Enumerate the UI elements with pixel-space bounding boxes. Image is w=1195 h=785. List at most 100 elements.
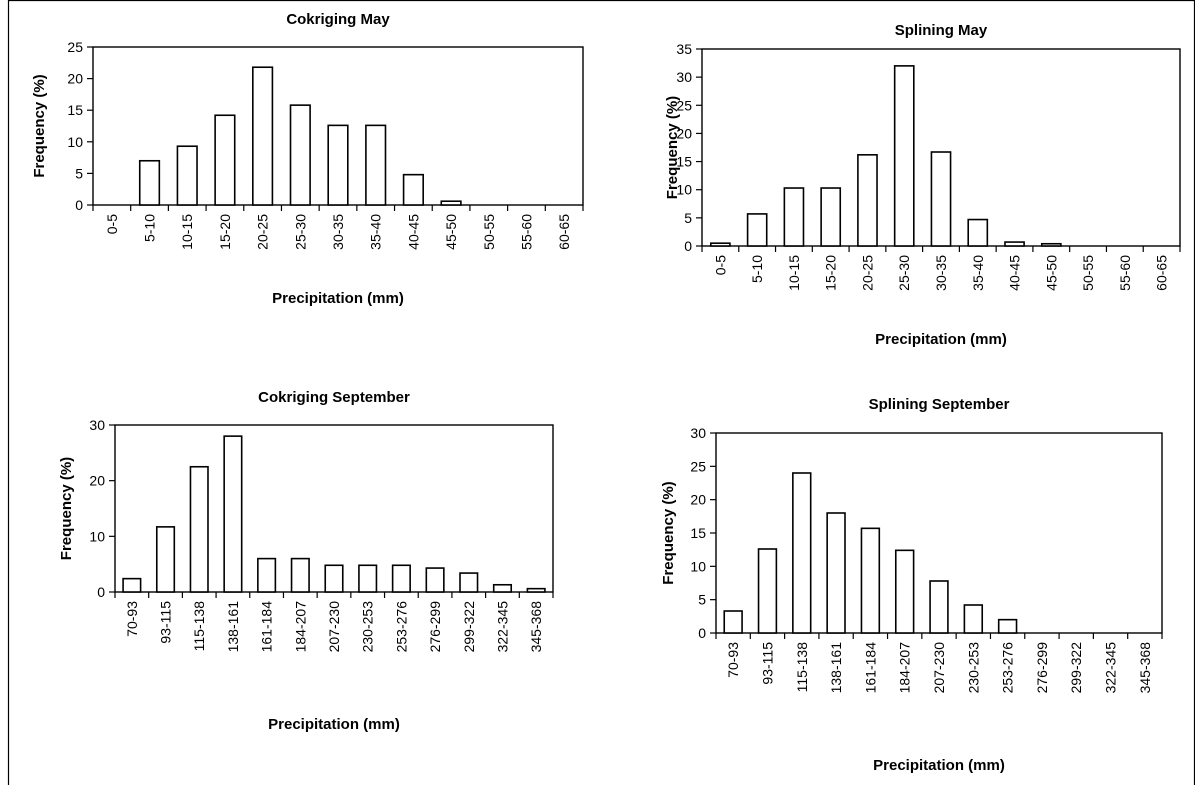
x-tick-label: 0-5 xyxy=(712,255,728,275)
y-tick-label: 25 xyxy=(690,458,706,474)
y-tick-label: 0 xyxy=(97,584,105,600)
y-tick-label: 20 xyxy=(690,492,706,508)
bar-184-207 xyxy=(290,557,310,593)
chart-title: Splining September xyxy=(869,396,1010,413)
x-tick-label: 70-93 xyxy=(725,642,741,678)
x-tick-label: 184-207 xyxy=(897,642,913,694)
bar-30-35 xyxy=(327,124,349,206)
x-tick-label: 55-60 xyxy=(1117,255,1133,291)
x-axis-label: Precipitation (mm) xyxy=(272,290,404,307)
x-tick-label: 20-25 xyxy=(859,255,875,291)
x-tick-label: 345-368 xyxy=(528,601,544,653)
y-tick-label: 0 xyxy=(75,197,83,213)
bar-0-5 xyxy=(710,242,731,247)
chart-splining-may: Splining May 0 5 10 15 20 25 30 35 0-5 5-10 10-15 15… xyxy=(664,22,1181,348)
x-tick-label: 345-368 xyxy=(1137,642,1153,694)
bar-70-93 xyxy=(723,610,743,634)
chart-splining-september: Splining September 0 5 10 15 20 25 30 70-93 93-11… xyxy=(660,396,1163,774)
bar-10-15 xyxy=(176,145,198,206)
x-tick-label: 35-40 xyxy=(970,255,986,291)
bar-138-161 xyxy=(826,512,846,634)
x-tick-label: 10-15 xyxy=(786,255,802,291)
x-tick-label: 138-161 xyxy=(225,601,241,653)
y-tick-label: 5 xyxy=(684,210,692,226)
y-tick-label: 35 xyxy=(676,41,692,57)
x-tick-label: 0-5 xyxy=(104,214,120,234)
x-tick-label: 93-115 xyxy=(158,601,174,644)
x-tick-label: 299-322 xyxy=(461,601,477,653)
bar-45-50 xyxy=(1040,242,1062,247)
bar-253-276 xyxy=(391,564,411,593)
x-tick-label: 184-207 xyxy=(292,601,308,653)
x-tick-label: 276-299 xyxy=(427,601,443,653)
bar-115-138 xyxy=(792,472,812,634)
y-tick-label: 15 xyxy=(676,154,692,170)
y-tick-label: 20 xyxy=(89,473,105,489)
bar-207-230 xyxy=(324,564,344,593)
bar-30-35 xyxy=(930,151,952,247)
x-tick-label: 30-35 xyxy=(933,255,949,291)
x-tick-label: 55-60 xyxy=(518,214,534,250)
x-axis-label: Precipitation (mm) xyxy=(875,331,1007,348)
bar-276-299 xyxy=(425,567,445,593)
bar-25-30 xyxy=(289,104,311,206)
bar-299-322 xyxy=(459,572,479,593)
y-axis-label: Frequency (%) xyxy=(660,481,677,584)
x-tick-label: 5-10 xyxy=(749,255,765,283)
chart-cokriging-september: Cokriging September 0 10 20 30 70-93 93-115 115… xyxy=(58,389,554,733)
x-tick-label: 253-276 xyxy=(393,601,409,653)
y-tick-label: 0 xyxy=(698,625,706,641)
bar-40-45 xyxy=(1004,241,1025,247)
bar-35-40 xyxy=(967,218,989,247)
x-tick-label: 299-322 xyxy=(1068,642,1084,694)
x-axis-label: Precipitation (mm) xyxy=(268,716,400,733)
x-tick-label: 35-40 xyxy=(368,214,384,250)
bar-345-368 xyxy=(526,587,546,593)
y-tick-label: 15 xyxy=(67,102,83,118)
y-tick-label: 5 xyxy=(698,592,706,608)
x-tick-label: 15-20 xyxy=(217,214,233,250)
x-tick-label: 161-184 xyxy=(259,601,275,653)
bar-25-30 xyxy=(893,65,915,247)
x-tick-label: 10-15 xyxy=(179,214,195,250)
bar-93-115 xyxy=(155,526,176,593)
bar-35-40 xyxy=(365,124,387,206)
x-tick-label: 25-30 xyxy=(896,255,912,291)
y-tick-label: 20 xyxy=(67,71,83,87)
chart-title: Cokriging September xyxy=(258,389,410,406)
x-tick-label: 138-161 xyxy=(828,642,844,694)
chart-title: Cokriging May xyxy=(286,11,390,28)
bar-20-25 xyxy=(857,154,878,247)
y-tick-label: 30 xyxy=(89,417,105,433)
bar-184-207 xyxy=(894,549,915,634)
y-tick-label: 10 xyxy=(690,558,706,574)
bar-15-20 xyxy=(214,114,236,206)
bar-45-50 xyxy=(440,200,462,206)
bar-40-45 xyxy=(402,173,424,206)
x-tick-label: 93-115 xyxy=(759,642,775,685)
x-tick-label: 45-50 xyxy=(443,214,459,250)
x-tick-label: 230-253 xyxy=(965,642,981,694)
bar-15-20 xyxy=(820,187,842,247)
x-tick-label: 60-65 xyxy=(556,214,572,250)
bar-138-161 xyxy=(223,435,243,593)
x-tick-label: 40-45 xyxy=(1007,255,1023,291)
bar-10-15 xyxy=(783,187,805,247)
bar-5-10 xyxy=(138,159,161,206)
y-axis-label: Frequency (%) xyxy=(664,96,681,199)
x-tick-label: 60-65 xyxy=(1154,255,1170,291)
y-axis-label: Frequency (%) xyxy=(58,457,75,560)
bar-253-276 xyxy=(997,618,1018,634)
bar-207-230 xyxy=(929,580,949,634)
x-tick-label: 230-253 xyxy=(360,601,376,653)
x-tick-label: 322-345 xyxy=(1103,642,1119,694)
x-tick-label: 207-230 xyxy=(326,601,342,653)
bar-161-184 xyxy=(257,557,277,593)
x-tick-label: 15-20 xyxy=(823,255,839,291)
y-tick-label: 20 xyxy=(676,125,692,141)
x-tick-label: 322-345 xyxy=(494,601,510,653)
bar-230-253 xyxy=(963,604,984,634)
bar-70-93 xyxy=(122,577,142,593)
chart-cokriging-may: Cokriging May 0 5 10 15 20 25 0-5 5-10 10-15 15-20… xyxy=(31,11,584,307)
